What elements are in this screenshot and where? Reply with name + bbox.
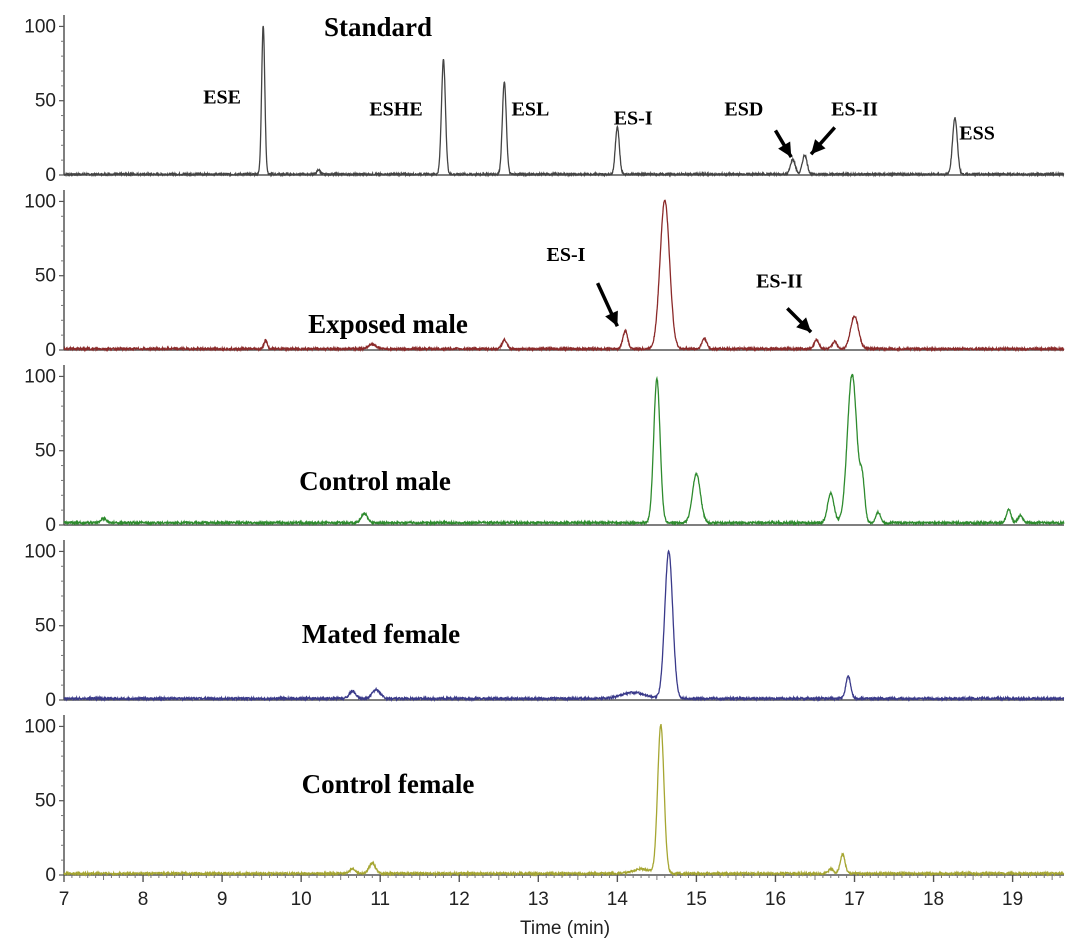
panel-label: Control female	[302, 769, 475, 799]
x-tick-label: 14	[607, 889, 629, 910]
y-tick-label: 0	[45, 340, 56, 361]
panel-label: Standard	[324, 12, 432, 42]
y-tick-label: 50	[35, 91, 56, 112]
peak-annotation: ES-II	[756, 271, 803, 293]
y-tick-label: 0	[45, 165, 56, 186]
x-tick-label: 18	[923, 889, 944, 910]
x-tick-label: 7	[59, 889, 70, 910]
annotation-arrow	[786, 307, 813, 334]
panel-mated-female: 0 50 100 Mated female	[24, 540, 1065, 711]
peak-annotation: ES-I	[614, 107, 653, 129]
y-tick-label: 100	[24, 366, 56, 387]
panel-label: Control male	[299, 466, 451, 496]
peak-annotation: ESE	[203, 87, 241, 109]
x-axis-label: Time (min)	[520, 918, 610, 938]
series-line	[63, 373, 1065, 527]
x-tick-label: 9	[217, 889, 228, 910]
panel-standard: 0 50 100 Standard ESE ESHE ESL ES-I ESD ES-II ESS	[24, 12, 1065, 186]
x-tick-label: 11	[370, 889, 390, 910]
panel-label: Exposed male	[308, 309, 468, 339]
y-tick-label: 50	[35, 616, 56, 637]
x-tick-label: 19	[1002, 889, 1023, 910]
panel-control-male: 0 50 100 Control male	[24, 365, 1065, 536]
peak-annotation: ESD	[724, 99, 763, 121]
peak-annotation: ES-I	[547, 244, 586, 266]
y-tick-label: 0	[45, 865, 56, 886]
x-tick-label: 10	[291, 889, 312, 910]
panel-exposed-male: 0 50 100 Exposed male ES-I ES-II	[24, 190, 1065, 361]
x-tick-label: 8	[138, 889, 149, 910]
annotation-arrow	[809, 126, 837, 156]
series-line	[63, 723, 1065, 878]
series-line	[63, 199, 1065, 353]
peak-annotation: ESS	[959, 122, 995, 144]
y-tick-label: 100	[24, 16, 56, 37]
series-line	[63, 25, 1065, 178]
annotation-arrow	[773, 129, 793, 159]
peak-annotation: ES-II	[831, 99, 878, 121]
y-tick-label: 100	[24, 191, 56, 212]
y-tick-label: 50	[35, 441, 56, 462]
y-tick-label: 50	[35, 791, 56, 812]
peak-annotation: ESL	[511, 99, 549, 121]
annotation-arrow	[596, 282, 619, 327]
y-tick-label: 100	[24, 541, 56, 562]
x-axis: 7 8 9 10 11 12 13 14 15 16 17 18 19	[59, 875, 1061, 910]
x-tick-label: 13	[528, 889, 549, 910]
y-tick-label: 0	[45, 690, 56, 711]
y-tick-label: 0	[45, 515, 56, 536]
y-tick-label: 100	[24, 716, 56, 737]
x-tick-label: 15	[686, 889, 707, 910]
peak-annotation: ESHE	[369, 99, 422, 121]
x-tick-label: 17	[844, 889, 865, 910]
panel-control-female: 0 50 100 Control female	[24, 715, 1065, 886]
y-tick-label: 50	[35, 266, 56, 287]
x-tick-label: 16	[765, 889, 786, 910]
panel-label: Mated female	[302, 619, 460, 649]
series-line	[63, 549, 1065, 703]
x-tick-label: 12	[449, 889, 470, 910]
